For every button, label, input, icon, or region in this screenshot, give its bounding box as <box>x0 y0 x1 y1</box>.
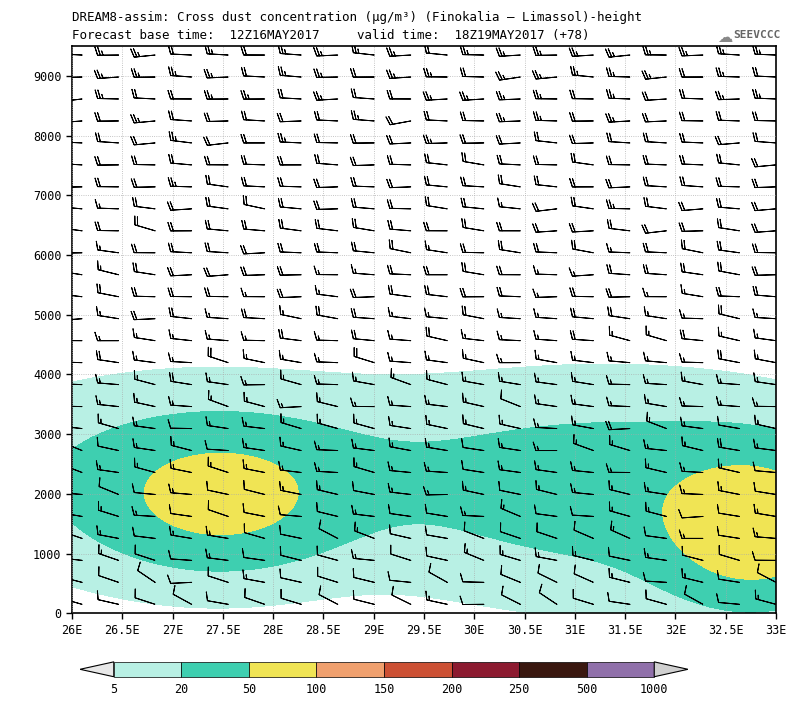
Text: 250: 250 <box>509 683 530 696</box>
Bar <box>249 662 317 676</box>
Polygon shape <box>80 662 114 676</box>
Text: ☁: ☁ <box>717 30 732 45</box>
Bar <box>114 662 182 676</box>
Text: 200: 200 <box>441 683 462 696</box>
Text: 500: 500 <box>576 683 598 696</box>
Text: 50: 50 <box>242 683 256 696</box>
Text: 20: 20 <box>174 683 189 696</box>
Text: SEEVCCC: SEEVCCC <box>733 30 780 40</box>
Text: 1000: 1000 <box>640 683 669 696</box>
Polygon shape <box>654 662 688 676</box>
Text: DREAM8-assim: Cross dust concentration (μg/m³) (Finokalia – Limassol)-height
For: DREAM8-assim: Cross dust concentration (… <box>72 11 642 42</box>
Bar <box>384 662 451 676</box>
Text: 100: 100 <box>306 683 327 696</box>
Bar <box>519 662 586 676</box>
Text: 150: 150 <box>374 683 394 696</box>
Bar <box>451 662 519 676</box>
Bar <box>317 662 384 676</box>
Bar <box>586 662 654 676</box>
Text: 5: 5 <box>110 683 118 696</box>
Bar <box>182 662 249 676</box>
